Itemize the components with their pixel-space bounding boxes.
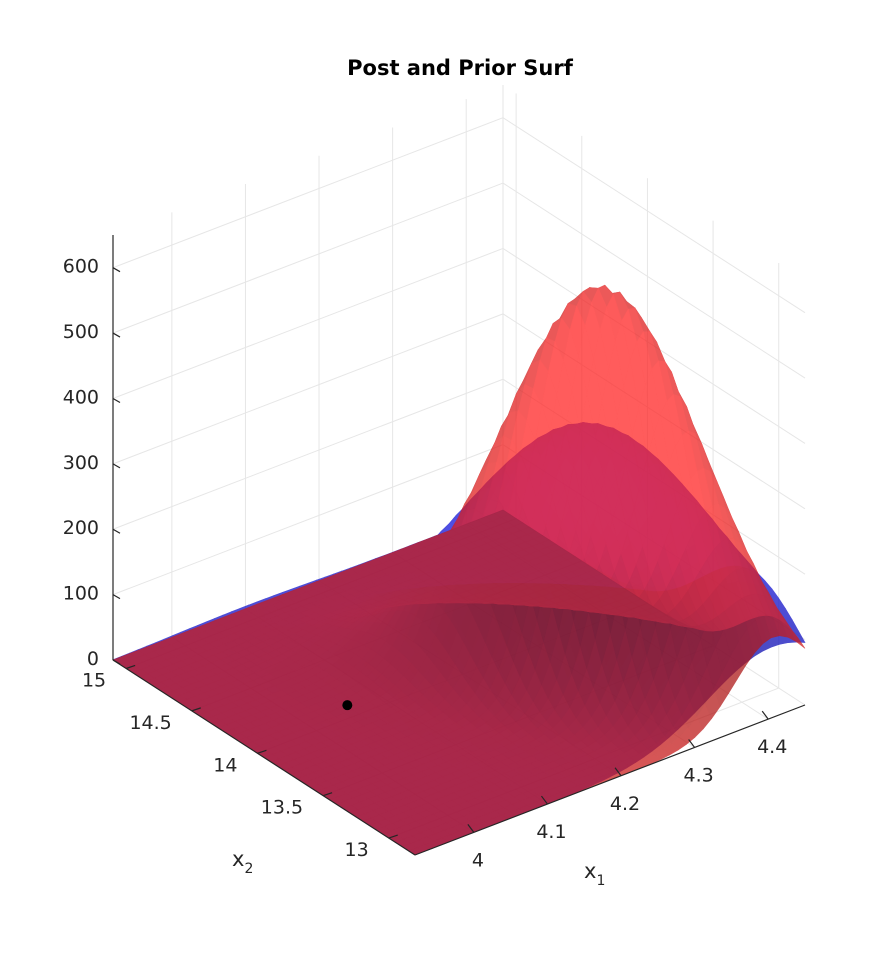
y-tick-mark xyxy=(257,749,267,754)
y-tick-label: 14 xyxy=(213,754,237,776)
y-tick-mark xyxy=(322,792,333,797)
y-axis-label: x2 xyxy=(232,847,253,877)
z-tick-mark xyxy=(112,332,121,338)
y-axis-line xyxy=(112,659,416,856)
z-tick-label: 400 xyxy=(63,386,99,408)
axis-labels: x1 x2 xyxy=(232,847,605,889)
z-tick-mark xyxy=(112,659,121,665)
grid-line-z xyxy=(112,117,504,269)
y-tick-label: 14.5 xyxy=(129,712,171,734)
y-tick-mark xyxy=(125,664,136,670)
y-axis-label-sub: 2 xyxy=(244,861,253,877)
x-axis-label-main: x xyxy=(584,859,596,883)
grid-line-z xyxy=(502,182,806,379)
y-tick-label: 13.5 xyxy=(261,797,303,819)
x-tick-mark xyxy=(688,739,696,748)
z-tick-mark xyxy=(112,267,121,273)
y-tick-label: 15 xyxy=(82,669,106,691)
z-tick-label: 300 xyxy=(63,452,99,474)
marker-point xyxy=(342,700,353,711)
z-tick-mark xyxy=(112,463,121,469)
z-tick-mark xyxy=(112,528,121,534)
grid-line-z xyxy=(112,182,504,334)
x-tick-label: 4.3 xyxy=(684,764,714,786)
x-tick-mark xyxy=(540,795,548,805)
surface-series-1 xyxy=(112,284,806,856)
y-tick-mark xyxy=(388,834,398,839)
grid-line-z xyxy=(112,378,504,530)
x-tick-label: 4.2 xyxy=(610,793,640,815)
surfaces xyxy=(112,284,806,856)
x-tick-label: 4.4 xyxy=(757,736,787,758)
surface-cell xyxy=(493,509,511,518)
z-tick-mark xyxy=(112,397,121,403)
grid-line-z xyxy=(502,117,806,314)
y-tick-mark xyxy=(191,707,201,712)
z-tick-label: 200 xyxy=(63,517,99,539)
grid-line-z xyxy=(112,313,504,465)
x-axis-label: x1 xyxy=(584,859,605,889)
z-tick-label: 0 xyxy=(87,648,99,670)
z-tick-label: 600 xyxy=(63,256,99,278)
x-tick-mark xyxy=(467,823,475,833)
axes: 4 4.1 4.2 4.3 4.4 13 13.5 14 14.5 150 100 200 300 400… xyxy=(63,235,806,871)
grid-line-z xyxy=(112,247,504,399)
y-tick-label: 13 xyxy=(345,839,369,861)
x-axis-label-sub: 1 xyxy=(596,873,605,889)
z-tick-label: 100 xyxy=(63,583,99,605)
z-tick-mark xyxy=(112,594,121,600)
x-tick-label: 4.1 xyxy=(536,821,566,843)
x-tick-mark xyxy=(614,767,622,777)
grid-line-z xyxy=(112,444,504,596)
x-tick-label: 4 xyxy=(472,849,484,871)
chart-title: Post and Prior Surf xyxy=(347,56,574,80)
y-axis-label-main: x xyxy=(232,847,244,871)
x-axis-line xyxy=(414,704,806,856)
x-tick-mark xyxy=(761,710,769,720)
z-tick-label: 500 xyxy=(63,321,99,343)
